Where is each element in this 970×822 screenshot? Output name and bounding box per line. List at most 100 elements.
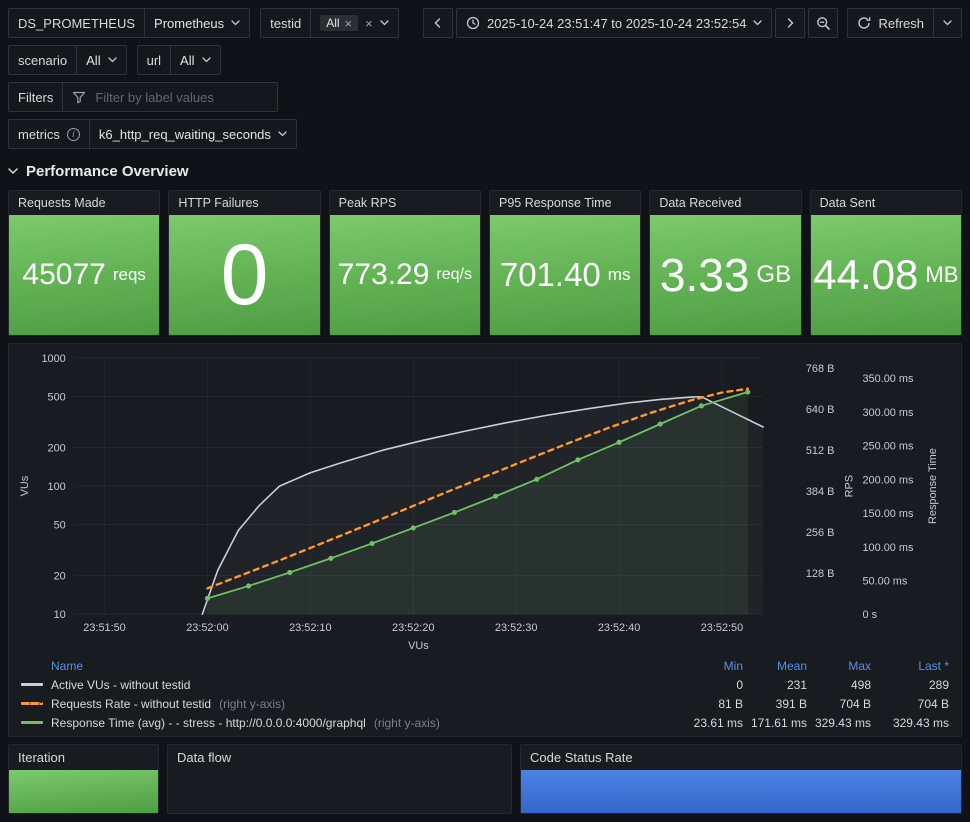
datasource-value: Prometheus <box>154 15 225 31</box>
clear-selection-icon[interactable]: × <box>365 15 373 31</box>
panel-title[interactable]: Peak RPS <box>338 196 397 210</box>
datasource-value-dropdown[interactable]: Prometheus <box>144 9 249 37</box>
scenario-value: All <box>86 52 101 68</box>
panel-title[interactable]: Iteration <box>18 750 65 765</box>
panel-title[interactable]: HTTP Failures <box>178 196 259 210</box>
refresh-interval-dropdown[interactable] <box>933 9 961 37</box>
filter-input[interactable] <box>93 88 269 106</box>
time-range-picker[interactable]: 2025-10-24 23:51:47 to 2025-10-24 23:52:… <box>455 8 773 38</box>
filters-control: Filters <box>8 82 279 112</box>
refresh-control: Refresh <box>847 8 962 38</box>
y-axis-left-tick: 10 <box>54 609 66 621</box>
x-axis-tick: 23:52:00 <box>186 622 228 634</box>
legend-row: Requests Rate - without testid (right y-a… <box>21 694 949 713</box>
y-axis-response-time-tick: 200.00 ms <box>863 474 914 486</box>
section-title: Performance Overview <box>26 162 189 180</box>
legend-header-last[interactable]: Last * <box>918 658 949 673</box>
info-icon[interactable]: i <box>66 127 80 141</box>
legend-header-mean[interactable]: Mean <box>776 658 807 673</box>
iteration-stat-body <box>9 770 158 813</box>
panel-title[interactable]: Data Sent <box>819 196 876 210</box>
series-point-marker <box>657 421 663 427</box>
stat-panel-peak-rps: Peak RPS 773.29 req/s <box>328 190 481 336</box>
zoom-out-icon <box>817 16 830 30</box>
section-performance-overview[interactable]: Performance Overview <box>8 159 962 183</box>
scenario-value-dropdown[interactable]: All <box>76 46 125 74</box>
series-fill-0 <box>202 396 764 615</box>
chevron-left-icon <box>434 18 441 28</box>
testid-pill-label: All <box>326 16 340 30</box>
stat-unit: MB <box>925 262 959 287</box>
testid-value-dropdown[interactable]: All × × <box>310 9 398 37</box>
y-axis-response-time-tick: 250.00 ms <box>863 441 914 453</box>
stat-panel-data-sent: Data Sent 44.08 MB <box>809 190 962 336</box>
bottom-row: Iteration Data flow Code Status Rate <box>8 744 962 814</box>
y-axis-rps-tick: 512 B <box>806 445 835 457</box>
remove-value-icon[interactable]: × <box>344 15 353 31</box>
legend-mean-value: 231 <box>786 677 807 692</box>
y-axis-left-tick: 1000 <box>41 353 65 365</box>
stat-value-area: 44.08 MB <box>810 215 961 335</box>
refresh-button[interactable]: Refresh <box>848 9 933 37</box>
legend-header-max[interactable]: Max <box>848 658 871 673</box>
series-line-2 <box>206 391 749 600</box>
testid-label: testid <box>270 15 302 31</box>
timeseries-panel: 1000 500 200 100 50 20 10 23:51:50 23:52:00 23:52… <box>8 343 962 737</box>
metrics-picker: metrics i k6_http_req_waiting_seconds <box>8 119 297 149</box>
filter-funnel-icon <box>73 91 86 103</box>
panel-title[interactable]: Code Status Rate <box>530 750 633 765</box>
series-point-marker <box>745 389 751 395</box>
series-point-marker <box>410 525 416 531</box>
zoom-out-button[interactable] <box>808 8 839 38</box>
series-point-marker <box>287 569 293 576</box>
time-back-button[interactable] <box>422 8 453 38</box>
legend-header-name[interactable]: Name <box>51 658 84 673</box>
timeseries-chart[interactable]: 1000 500 200 100 50 20 10 23:51:50 23:52:00 23:52… <box>13 348 948 654</box>
series-name[interactable]: Response Time (avg) - - stress - http://… <box>51 715 366 730</box>
metrics-value-dropdown[interactable]: k6_http_req_waiting_seconds <box>88 120 296 148</box>
chevron-down-icon <box>278 131 287 137</box>
time-forward-button[interactable] <box>775 8 806 38</box>
data-flow-body <box>168 770 511 813</box>
stat-value: 3.33 <box>659 249 750 301</box>
url-label: url <box>146 52 162 68</box>
legend-max-value: 498 <box>850 677 871 692</box>
legend-mean-value: 171.61 ms <box>750 715 807 730</box>
series-name[interactable]: Active VUs - without testid <box>51 677 191 692</box>
y-axis-rps-tick: 640 B <box>806 404 835 416</box>
panel-title[interactable]: Requests Made <box>18 196 106 210</box>
y-axis-left-tick: 100 <box>48 481 66 493</box>
panel-iteration: Iteration <box>8 744 159 814</box>
legend-min-value: 0 <box>736 677 743 692</box>
metrics-value: k6_http_req_waiting_seconds <box>98 126 271 142</box>
series-point-marker <box>493 493 499 499</box>
url-value-dropdown[interactable]: All <box>170 46 219 74</box>
series-name-suffix: (right y-axis) <box>373 715 440 730</box>
panel-title[interactable]: P95 Response Time <box>498 196 612 210</box>
y-axis-response-time-tick: 300.00 ms <box>863 407 914 419</box>
testid-selected-pill[interactable]: All × <box>320 15 359 31</box>
url-picker: url All <box>136 45 221 75</box>
stat-value: 773.29 <box>337 258 430 291</box>
panel-title[interactable]: Data flow <box>177 750 232 765</box>
y-axis-rps-tick: 768 B <box>806 363 835 375</box>
series-name[interactable]: Requests Rate - without testid <box>51 696 212 711</box>
legend-header-min[interactable]: Min <box>723 658 743 673</box>
stat-value-area: 45077 reqs <box>9 215 160 335</box>
legend-last-value: 329.43 ms <box>892 715 949 730</box>
x-axis-tick: 23:52:10 <box>289 622 331 634</box>
panel-title[interactable]: Data Received <box>659 196 742 210</box>
scenario-picker: scenario All <box>8 45 127 75</box>
x-axis-label: VUs <box>408 640 429 652</box>
stat-value: 701.40 <box>499 256 601 293</box>
y-axis-left-tick: 20 <box>54 571 66 583</box>
legend-min-value: 81 B <box>718 696 743 711</box>
stat-unit: ms <box>607 265 631 284</box>
legend-header-row: Name Min Mean Max Last * <box>21 656 949 675</box>
stat-panel-requests-made: Requests Made 45077 reqs <box>8 190 161 336</box>
y-axis-rps-tick: 384 B <box>806 486 835 498</box>
stat-value: 0 <box>220 227 269 323</box>
legend-min-value: 23.61 ms <box>693 715 743 730</box>
x-axis-tick: 23:52:20 <box>392 622 434 634</box>
series-point-marker <box>575 457 581 463</box>
